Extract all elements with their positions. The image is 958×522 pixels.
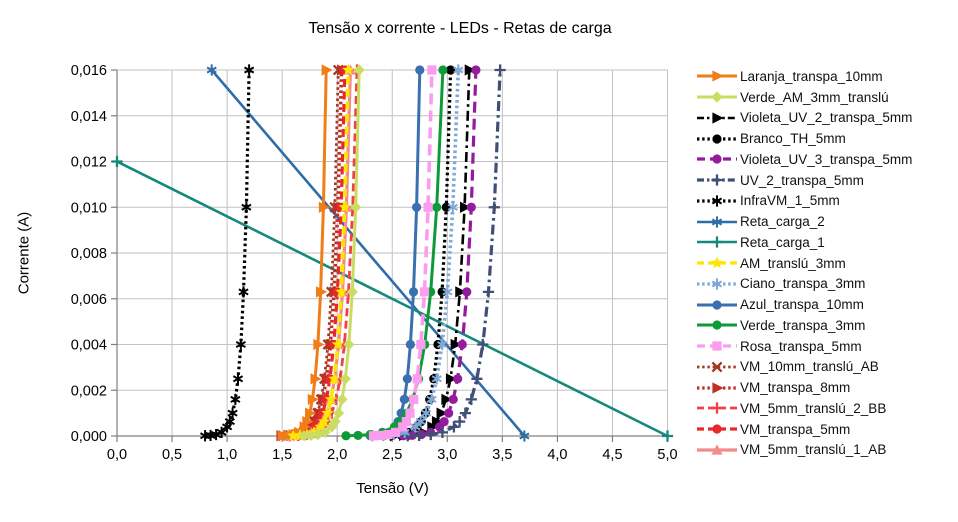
- legend-item: Ciano_transpa_3mm: [696, 274, 912, 295]
- x-tick-label: 3,0: [437, 447, 457, 463]
- legend-key-asterisk-icon: [697, 195, 737, 207]
- legend-item: UV_2_transpa_5mm: [696, 170, 912, 191]
- legend-label: AM_translú_3mm: [740, 255, 846, 271]
- chart-title: Tensão x corrente - LEDs - Retas de carg…: [308, 20, 612, 37]
- legend-label: VM_transpa_8mm: [740, 380, 851, 396]
- legend-label: Laranja_transpa_10mm: [740, 68, 883, 84]
- legend-label: VM_10mm_translú_AB: [740, 359, 879, 375]
- legend-key-triangle-up-icon: [697, 444, 737, 455]
- x-tick-label: 0,5: [162, 447, 182, 463]
- y-axis: 0,000 0,002 0,004 0,006 0,008 0,010 0,012 0,014…: [71, 63, 118, 445]
- legend-key-circle-icon: [697, 154, 737, 164]
- series-Reta_carga_2: [206, 64, 530, 442]
- gridlines: [116, 69, 668, 437]
- legend-item: VM_transpa_5mm: [696, 419, 912, 440]
- legend-item: Reta_carga_2: [696, 211, 912, 232]
- legend: Laranja_transpa_10mm Verde_AM_3mm_translú…: [696, 66, 912, 460]
- legend-label: InfraVM_1_5mm: [740, 193, 840, 209]
- legend-key-triangle-right-icon: [697, 112, 737, 124]
- series-UV_2_transpa_5mm: [402, 64, 506, 442]
- legend-key-plus-icon: [697, 236, 737, 248]
- legend-key-x-icon: [697, 361, 737, 373]
- legend-key-diamond-icon: [697, 91, 737, 103]
- y-tick-label: 0,002: [71, 383, 107, 399]
- series-Verde_AM_3mm_translú: [298, 64, 365, 442]
- legend-label: Rosa_transpa_5mm: [740, 338, 862, 354]
- y-tick-label: 0,016: [71, 63, 107, 79]
- x-tick-label: 0,0: [107, 447, 127, 463]
- legend-item: Branco_TH_5mm: [696, 128, 912, 149]
- legend-item: Violeta_UV_2_transpa_5mm: [696, 108, 912, 129]
- legend-label: Ciano_transpa_3mm: [740, 276, 866, 292]
- legend-item: AM_translú_3mm: [696, 253, 912, 274]
- legend-label: VM_transpa_5mm: [740, 421, 851, 437]
- legend-key-plus-icon: [697, 402, 737, 414]
- legend-key-circle-icon: [697, 134, 737, 144]
- legend-label: Azul_transpa_10mm: [740, 297, 864, 313]
- legend-key-square-icon: [697, 341, 737, 351]
- legend-key-plus-icon: [697, 174, 737, 186]
- legend-label: Verde_AM_3mm_translú: [740, 89, 889, 105]
- x-axis-title: Tensão (V): [356, 480, 429, 497]
- legend-item: Verde_transpa_3mm: [696, 315, 912, 336]
- legend-item: VM_5mm_translú_1_AB: [696, 440, 912, 461]
- legend-label: UV_2_transpa_5mm: [740, 172, 864, 188]
- legend-label: Reta_carga_1: [740, 234, 825, 250]
- y-tick-label: 0,004: [71, 338, 107, 354]
- legend-key-triangle-right-icon: [697, 70, 737, 82]
- x-tick-label: 1,0: [217, 447, 237, 463]
- y-tick-label: 0,014: [71, 109, 107, 125]
- legend-item: Verde_AM_3mm_translú: [696, 87, 912, 108]
- x-tick-label: 1,5: [272, 447, 292, 463]
- legend-item: Laranja_transpa_10mm: [696, 66, 912, 87]
- x-tick-label: 2,5: [382, 447, 402, 463]
- legend-item: VM_transpa_8mm: [696, 377, 912, 398]
- x-tick-label: 4,0: [547, 447, 567, 463]
- series-InfraVM_1_5mm: [199, 64, 255, 442]
- series-Rosa_transpa_5mm: [368, 65, 437, 441]
- y-tick-label: 0,000: [71, 429, 107, 445]
- legend-label: Violeta_UV_2_transpa_5mm: [740, 110, 913, 126]
- x-tick-label: 5,0: [657, 447, 677, 463]
- legend-label: Branco_TH_5mm: [740, 131, 846, 147]
- legend-label: Reta_carga_2: [740, 214, 825, 230]
- x-tick-label: 4,5: [602, 447, 622, 463]
- y-tick-label: 0,010: [71, 200, 107, 216]
- legend-item: InfraVM_1_5mm: [696, 191, 912, 212]
- y-axis-title: Corrente (A): [15, 211, 33, 295]
- legend-item: Azul_transpa_10mm: [696, 294, 912, 315]
- x-tick-label: 2,0: [327, 447, 347, 463]
- x-tick-label: 3,5: [492, 447, 512, 463]
- legend-item: Rosa_transpa_5mm: [696, 336, 912, 357]
- legend-key-circle-icon: [697, 424, 737, 434]
- legend-key-asterisk-icon: [697, 278, 737, 290]
- y-tick-label: 0,006: [71, 292, 107, 308]
- series-Reta_carga_1: [111, 155, 674, 442]
- legend-item: Reta_carga_1: [696, 232, 912, 253]
- y-tick-label: 0,008: [71, 246, 107, 262]
- legend-key-circle-icon: [697, 320, 737, 330]
- legend-key-triangle-right-icon: [697, 382, 737, 394]
- legend-key-star-icon: [697, 256, 737, 269]
- legend-item: Violeta_UV_3_transpa_5mm: [696, 149, 912, 170]
- legend-key-asterisk-icon: [697, 216, 737, 228]
- legend-label: Verde_transpa_3mm: [740, 317, 866, 333]
- legend-item: VM_5mm_translú_2_BB: [696, 398, 912, 419]
- legend-label: Violeta_UV_3_transpa_5mm: [740, 151, 913, 167]
- legend-key-circle-icon: [697, 300, 737, 310]
- legend-item: VM_10mm_translú_AB: [696, 357, 912, 378]
- legend-label: VM_5mm_translú_1_AB: [740, 442, 887, 458]
- y-tick-label: 0,012: [71, 155, 107, 171]
- legend-label: VM_5mm_translú_2_BB: [740, 400, 887, 416]
